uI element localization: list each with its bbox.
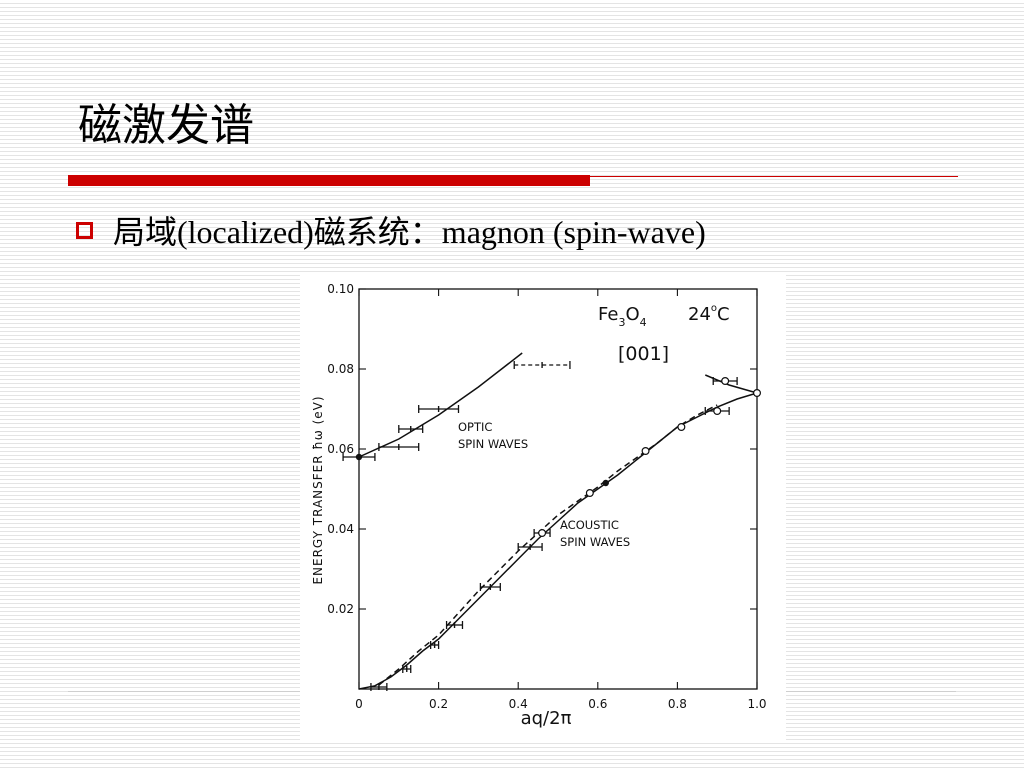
acoustic-curve-dashed [378,404,718,686]
y-axis-label: ENERGY TRANSFER ħω (eV) [311,395,325,584]
y-tick-label: 0.06 [327,442,354,456]
y-tick-label: 0.08 [327,362,354,376]
y-tick-label: 0.04 [327,522,354,536]
acoustic-point-marker [538,529,547,538]
x-axis-label: aq/2π [521,708,572,729]
hollow-square-icon [76,221,93,239]
optic-point-marker [355,453,363,461]
x-tick-label: 1.0 [747,697,766,711]
acoustic-label-line2: SPIN WAVES [560,535,630,549]
y-tick-label: 0.02 [327,602,354,616]
tick-labels: 0 0.2 0.4 0.6 0.8 1.0 0.02 0.04 0.06 0.08 0.10 [327,282,766,711]
acoustic-point-marker [713,407,722,416]
material-label: Fe3O4 [598,304,647,329]
optic-curve [358,352,523,458]
dispersion-chart: 0 0.2 0.4 0.6 0.8 1.0 0.02 0.04 0.06 0.08 0.10 aq/… [311,282,767,729]
y-tick-label: 0.10 [327,282,354,296]
temperature-label: 24oC [688,303,730,325]
x-tick-label: 0.8 [668,697,687,711]
acoustic-label-line1: ACOUSTIC [560,518,619,532]
x-tick-label: 0.2 [429,697,448,711]
slide-title: 磁激发谱 [78,100,254,151]
x-tick-label: 0.4 [509,697,528,711]
temperature-value: 24 [688,304,711,325]
direction-label: [001] [618,343,669,365]
material-o: O [625,304,639,325]
material-fe: Fe [598,304,618,325]
acoustic-point-marker [753,388,762,397]
acoustic-point-marker [641,447,650,456]
chart-points [342,361,762,691]
optic-label-line1: OPTIC [458,420,492,434]
chart-curves [358,352,758,690]
x-tick-label: 0 [355,697,363,711]
acoustic-point-marker [585,489,594,498]
bullet-item: 局域(localized)磁系统：magnon (spin-wave) [76,208,706,252]
optic-label-line2: SPIN WAVES [458,437,528,451]
temperature-unit: C [717,304,730,325]
acoustic-point-marker [677,423,686,432]
x-tick-label: 0.6 [588,697,607,711]
title-underline-thick [68,175,590,186]
material-sub-4: 4 [640,316,647,329]
dispersion-figure: 0 0.2 0.4 0.6 0.8 1.0 0.02 0.04 0.06 0.08 0.10 aq/… [300,272,786,742]
bullet-text: 局域(localized)磁系统：magnon (spin-wave) [113,214,706,250]
degree-mark: o [711,303,717,314]
title-underline-thin [590,176,958,177]
acoustic-point-marker [602,479,609,487]
axis-ticks [358,288,758,689]
acoustic-point-marker [721,376,730,385]
acoustic-curve-solid [358,392,758,690]
material-sub-3: 3 [618,316,625,329]
plot-frame [358,288,758,690]
